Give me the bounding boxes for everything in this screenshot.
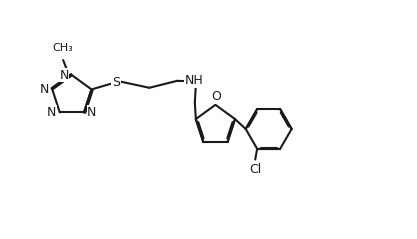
Text: CH₃: CH₃ bbox=[53, 43, 73, 53]
Text: N: N bbox=[87, 106, 96, 119]
Text: NH: NH bbox=[185, 74, 203, 87]
Text: N: N bbox=[40, 83, 49, 96]
Text: S: S bbox=[112, 76, 120, 89]
Text: O: O bbox=[211, 90, 221, 103]
Text: N: N bbox=[47, 106, 57, 119]
Text: N: N bbox=[59, 69, 69, 82]
Text: Cl: Cl bbox=[249, 163, 261, 176]
